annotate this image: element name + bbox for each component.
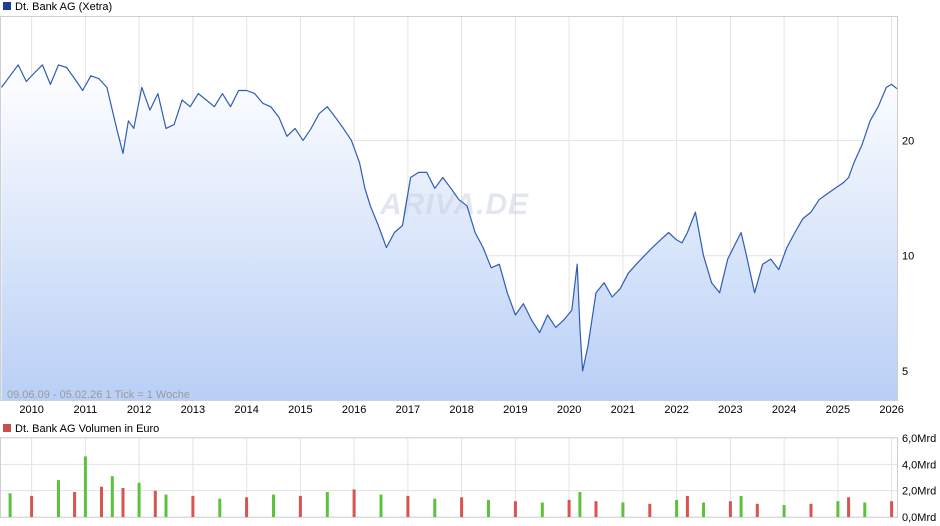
volume-bar: [121, 488, 125, 517]
x-tick-label: 2021: [611, 404, 635, 416]
volume-y-tick-label: 4,0Mrd: [902, 459, 936, 471]
volume-bar: [272, 494, 275, 517]
volume-bar: [739, 495, 743, 517]
price-legend-label: Dt. Bank AG (Xetra): [15, 1, 112, 13]
x-tick-label: 2010: [19, 404, 43, 416]
volume-legend-label: Dt. Bank AG Volumen in Euro: [15, 423, 159, 435]
price-line: [1, 64, 898, 372]
volume-y-tick-label: 2,0Mrd: [902, 486, 936, 498]
volume-bar: [578, 492, 582, 517]
volume-bars: [8, 456, 894, 518]
volume-y-tick-label: 0,0Mrd: [902, 512, 936, 524]
price-area-fill: [1, 64, 897, 401]
date-range-info: 09.06.09 - 05.02.26 1 Tick = 1 Woche: [7, 389, 190, 401]
volume-bar: [406, 495, 410, 517]
x-tick-label: 2017: [396, 404, 420, 416]
x-tick-label: 2022: [664, 404, 688, 416]
volume-bar: [57, 480, 60, 517]
x-tick-label: 2011: [74, 404, 98, 416]
volume-bar: [648, 503, 652, 517]
volume-bar: [728, 501, 732, 517]
volume-bar: [164, 494, 168, 517]
volume-bar: [83, 456, 87, 517]
volume-bar: [487, 499, 490, 517]
x-tick-label: 2026: [879, 404, 903, 416]
volume-y-tick-label: 6,0Mrd: [902, 433, 936, 445]
volume-bar: [863, 502, 867, 517]
volume-bar: [847, 497, 851, 518]
volume-bar: [30, 495, 34, 517]
volume-bar: [379, 494, 383, 517]
x-tick-label: 2012: [127, 404, 151, 416]
price-y-axis: 5 10 20: [902, 135, 914, 378]
volume-bar: [836, 501, 840, 517]
volume-bar: [755, 503, 759, 517]
x-tick-label: 2024: [772, 404, 796, 416]
volume-legend-swatch: [3, 424, 11, 432]
volume-bar: [594, 501, 598, 517]
x-tick-label: 2019: [503, 404, 527, 416]
x-tick-label: 2014: [234, 404, 258, 416]
volume-bar: [191, 495, 195, 517]
volume-bar: [245, 497, 249, 518]
volume-y-axis: 0,0Mrd 2,0Mrd 4,0Mrd 6,0Mrd: [902, 433, 936, 524]
volume-bar: [702, 502, 705, 517]
volume-bar: [352, 489, 356, 517]
volume-bar: [890, 501, 894, 517]
volume-bar: [153, 490, 157, 517]
x-tick-label: 2015: [288, 404, 312, 416]
volume-bar: [621, 502, 625, 517]
volume-bar: [685, 495, 689, 517]
x-tick-label: 2025: [826, 404, 850, 416]
x-tick-label: 2023: [718, 404, 742, 416]
volume-bar: [433, 498, 437, 517]
volume-plot-frame: [0, 437, 898, 518]
volume-bar: [325, 492, 329, 517]
volume-bar: [100, 486, 103, 517]
volume-bar: [567, 499, 571, 517]
volume-bar: [460, 497, 464, 518]
y-tick-label: 20: [902, 135, 914, 147]
x-tick-label: 2016: [342, 404, 366, 416]
volume-bar: [675, 499, 679, 517]
volume-bar: [137, 482, 141, 517]
volume-bar: [110, 476, 114, 517]
volume-bar: [809, 503, 813, 517]
x-tick-label: 2018: [449, 404, 473, 416]
x-tick-label: 2020: [557, 404, 581, 416]
volume-bar: [8, 493, 12, 517]
x-tick-label: 2013: [181, 404, 205, 416]
y-tick-label: 10: [902, 251, 914, 263]
y-tick-label: 5: [902, 366, 908, 378]
volume-bar: [218, 498, 222, 517]
volume-bar: [540, 502, 544, 517]
price-x-axis: 2010 2011 2012 2013 2014 2015 2016 2017 2018 2019…: [19, 404, 903, 416]
volume-bar: [298, 495, 302, 517]
volume-bar: [73, 492, 77, 517]
volume-bar: [782, 505, 786, 517]
price-legend-swatch: [3, 2, 11, 10]
volume-bar: [513, 501, 517, 517]
